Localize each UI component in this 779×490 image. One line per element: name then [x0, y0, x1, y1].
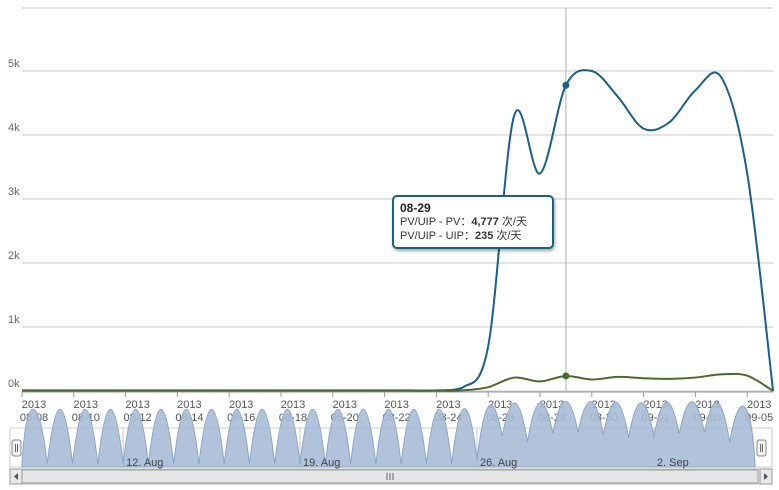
- x-tick-year: 2013: [229, 399, 253, 411]
- y-tick-label: 0k: [8, 378, 20, 390]
- y-tick-label: 5k: [8, 58, 20, 70]
- tooltip: 08-29 PV/UIP - PV：4,777 次/天 PV/UIP - UIP…: [392, 195, 554, 249]
- x-tick-year: 2013: [747, 399, 771, 411]
- navigator-handle-right[interactable]: [756, 439, 767, 457]
- hover-point-pv[interactable]: [562, 81, 570, 89]
- x-tick-year: 2013: [333, 399, 357, 411]
- navigator-label: 12. Aug: [126, 457, 163, 469]
- navigator-label: 19. Aug: [303, 457, 340, 469]
- hover-point-uip[interactable]: [562, 372, 570, 380]
- navigator[interactable]: 12. Aug 19. Aug 26. Aug 2. Sep: [9, 400, 773, 485]
- x-tick-year: 2013: [592, 399, 616, 411]
- y-tick-label: 4k: [8, 122, 20, 134]
- y-tick-label: 1k: [8, 314, 20, 326]
- series-line-uip: [22, 372, 774, 392]
- tooltip-pv-value: 4,777: [471, 216, 499, 228]
- tooltip-pv-label: PV/UIP - PV：: [400, 216, 472, 228]
- navigator-label: 26. Aug: [480, 457, 517, 469]
- tooltip-row-pv: PV/UIP - PV：4,777 次/天: [400, 215, 546, 229]
- tooltip-pv-unit: 次/天: [498, 216, 527, 228]
- x-tick-year: 2013: [177, 399, 201, 411]
- tooltip-uip-value: 235: [474, 230, 494, 242]
- navigator-area: [21, 400, 756, 468]
- tooltip-uip-label: PV/UIP - UIP：: [400, 230, 475, 242]
- series-group: [22, 69, 775, 392]
- navigator-handle-left[interactable]: [11, 439, 22, 457]
- x-tick-date: 09-05: [745, 412, 773, 424]
- tooltip-row-uip: PV/UIP - UIP：235 次/天: [400, 229, 546, 243]
- y-tick-label: 2k: [8, 250, 20, 262]
- arrow-right-icon: [764, 473, 768, 480]
- x-tick-year: 2013: [74, 399, 98, 411]
- y-tick-label: 3k: [8, 186, 20, 198]
- arrow-left-icon: [14, 473, 18, 480]
- x-tick-year: 2013: [22, 399, 46, 411]
- navigator-label: 2. Sep: [657, 457, 689, 469]
- x-tick-year: 2013: [125, 399, 149, 411]
- x-tick-year: 2013: [384, 399, 408, 411]
- x-tick-year: 2013: [436, 399, 460, 411]
- tooltip-date: 08-29: [400, 201, 431, 215]
- tooltip-uip-unit: 次/天: [493, 230, 522, 242]
- y-axis: 0k 1k 2k 3k 4k 5k: [8, 58, 20, 390]
- x-tick-year: 2013: [281, 399, 305, 411]
